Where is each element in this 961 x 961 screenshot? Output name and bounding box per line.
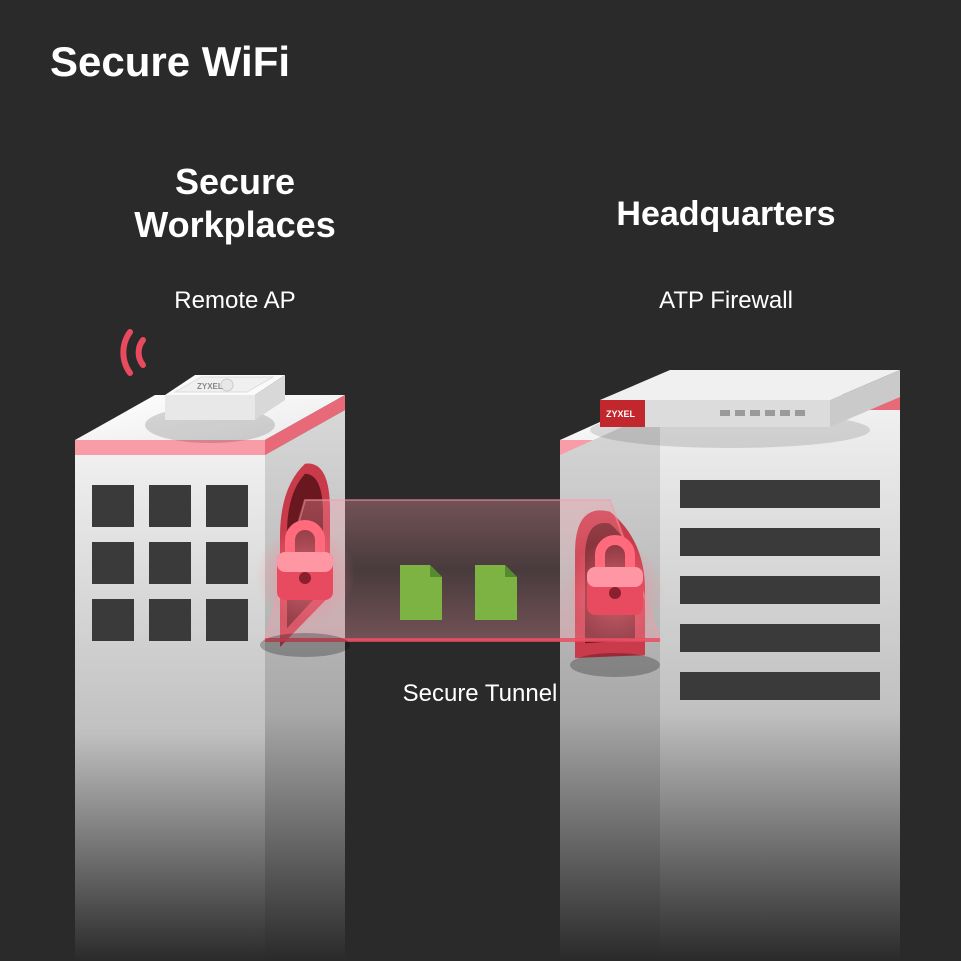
firewall-brand-label: ZYXEL (606, 409, 636, 419)
building-right (560, 395, 900, 961)
remote-ap-device: ZYXEL (123, 332, 285, 443)
ap-brand-label: ZYXEL (197, 382, 223, 391)
diagram: ZYXEL ZYXEL (0, 0, 961, 961)
atp-firewall-device: ZYXEL (590, 370, 900, 448)
building-left (75, 395, 345, 961)
